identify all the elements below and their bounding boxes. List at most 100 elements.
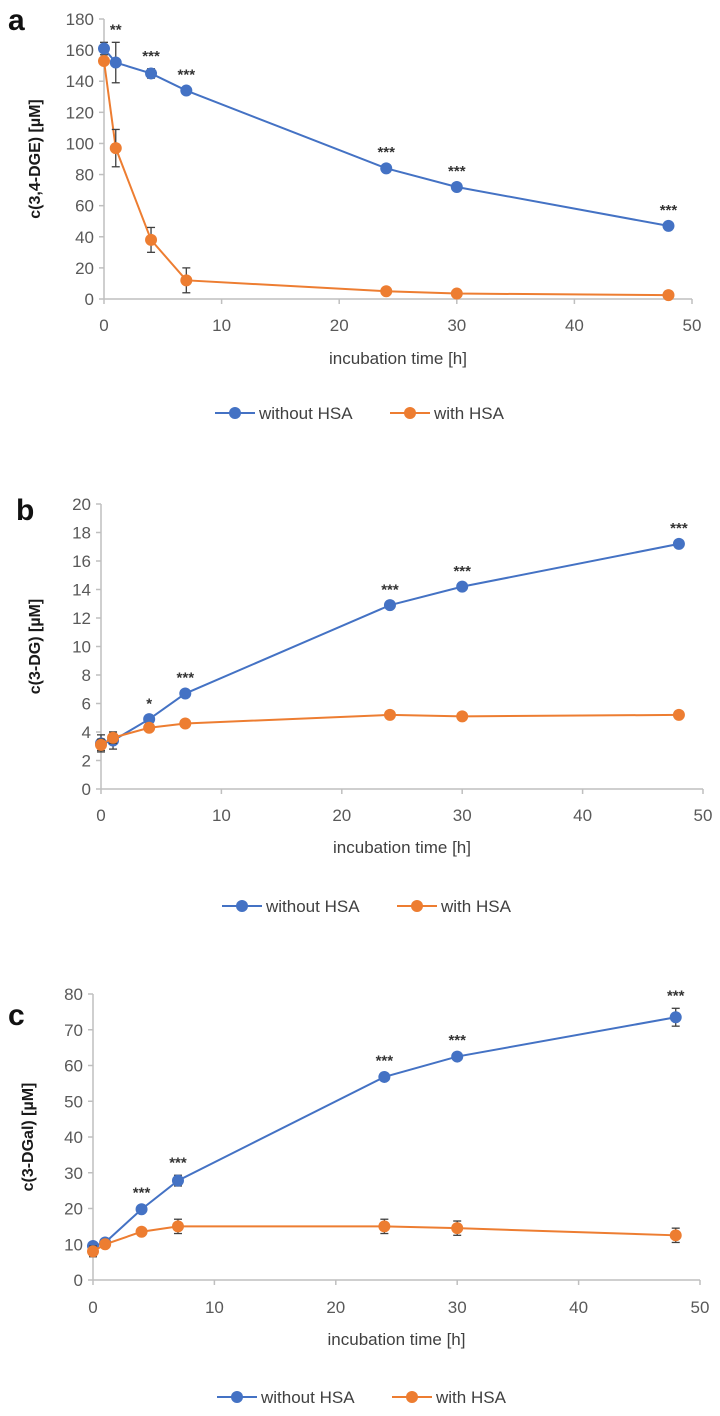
y-tick-label: 20 [64,1200,83,1219]
y-tick-label: 50 [64,1092,83,1111]
y-tick-label: 140 [66,72,94,91]
data-point [456,710,469,723]
x-tick-label: 50 [691,1298,710,1317]
data-point [143,713,156,726]
x-tick-label: 30 [453,806,472,825]
data-point [109,56,122,69]
significance-marker: *** [667,987,685,1004]
data-point [145,233,158,246]
y-tick-label: 10 [64,1235,83,1254]
data-point [180,84,193,97]
data-point [179,717,192,730]
x-axis-title: incubation time [h] [328,1330,466,1349]
chart-panel-c: c 0 10 20 30 40 50 60 70 80 0 10 20 30 40 50 incubation … [8,985,709,1407]
data-point [380,162,393,175]
y-tick-label: 80 [75,166,94,185]
data-point [171,1174,184,1187]
data-point [662,289,675,302]
y-tick-label: 6 [82,695,91,714]
data-point [98,42,110,55]
legend: without HSA with HSA [217,1388,507,1407]
y-tick-label: 2 [82,752,91,771]
data-point [107,731,120,744]
data-point [456,580,469,593]
x-tick-label: 20 [326,1298,345,1317]
significance-marker: *** [377,144,395,161]
significance-marker: *** [670,520,688,537]
x-tick-label: 20 [330,316,349,335]
data-point [669,1011,682,1024]
x-tick-label: 50 [694,806,713,825]
data-point [87,1245,99,1258]
data-point [378,1070,391,1083]
data-point [672,708,685,721]
significance-marker: *** [448,163,466,180]
y-axis-title: c(3,4-DGE) [µM] [27,99,44,218]
series-line-with-hsa [103,60,669,297]
y-tick-label: 12 [72,609,91,628]
legend-label: with HSA [433,404,505,423]
legend-marker [406,1391,418,1403]
y-tick-label: 18 [72,524,91,543]
y-tick-label: 40 [64,1128,83,1147]
data-point [378,1220,391,1233]
y-axis-title: c(3-DG) [µM] [27,599,44,694]
significance-marker: * [146,695,152,712]
data-point [380,285,393,298]
y-tick-label: 14 [72,581,91,600]
data-point [451,1222,464,1235]
data-point [145,67,158,80]
y-tick-label: 20 [75,259,94,278]
y-tick-label: 60 [64,1057,83,1076]
panel-label: b [16,494,34,527]
x-tick-label: 40 [565,316,584,335]
x-tick-label: 40 [573,806,592,825]
data-point [135,1225,148,1238]
data-point [672,537,685,550]
significance-marker: *** [381,581,399,598]
x-tick-label: 10 [205,1298,224,1317]
legend-label: with HSA [435,1388,507,1407]
data-point [95,738,107,751]
data-point [383,708,396,721]
y-axis-title: c(3-DGal) [µM] [20,1083,37,1192]
data-point [98,55,110,67]
panel-label: c [8,999,25,1032]
significance-marker: *** [660,202,678,219]
significance-marker: *** [376,1052,394,1069]
x-tick-label: 30 [448,1298,467,1317]
significance-marker: *** [142,48,160,65]
data-point [143,721,156,734]
y-tick-label: 180 [66,10,94,29]
x-tick-label: 10 [212,806,231,825]
y-tick-label: 20 [72,495,91,514]
y-tick-label: 0 [82,780,91,799]
significance-marker: *** [178,66,196,83]
data-point [662,219,675,232]
legend-marker [236,900,248,912]
y-tick-label: 30 [64,1164,83,1183]
data-point [109,142,122,155]
data-point [450,287,463,300]
chart-panel-a: a 0 20 40 60 80 100 120 140 160 180 0 10 20 30 40 50 incu… [8,4,701,423]
y-tick-label: 10 [72,638,91,657]
y-tick-label: 0 [74,1271,83,1290]
significance-marker: *** [169,1154,187,1171]
y-tick-label: 160 [66,41,94,60]
significance-marker: *** [133,1185,151,1202]
legend-marker [404,407,416,419]
data-point [179,687,192,700]
legend-label: with HSA [440,897,512,916]
data-point [669,1229,682,1242]
data-point [99,1238,112,1251]
y-tick-label: 40 [75,228,94,247]
y-tick-label: 70 [64,1021,83,1040]
legend-marker [231,1391,243,1403]
data-point [171,1220,184,1233]
x-tick-label: 20 [332,806,351,825]
y-tick-label: 4 [82,723,91,742]
x-tick-label: 50 [683,316,702,335]
y-tick-label: 16 [72,552,91,571]
significance-marker: *** [453,563,471,580]
